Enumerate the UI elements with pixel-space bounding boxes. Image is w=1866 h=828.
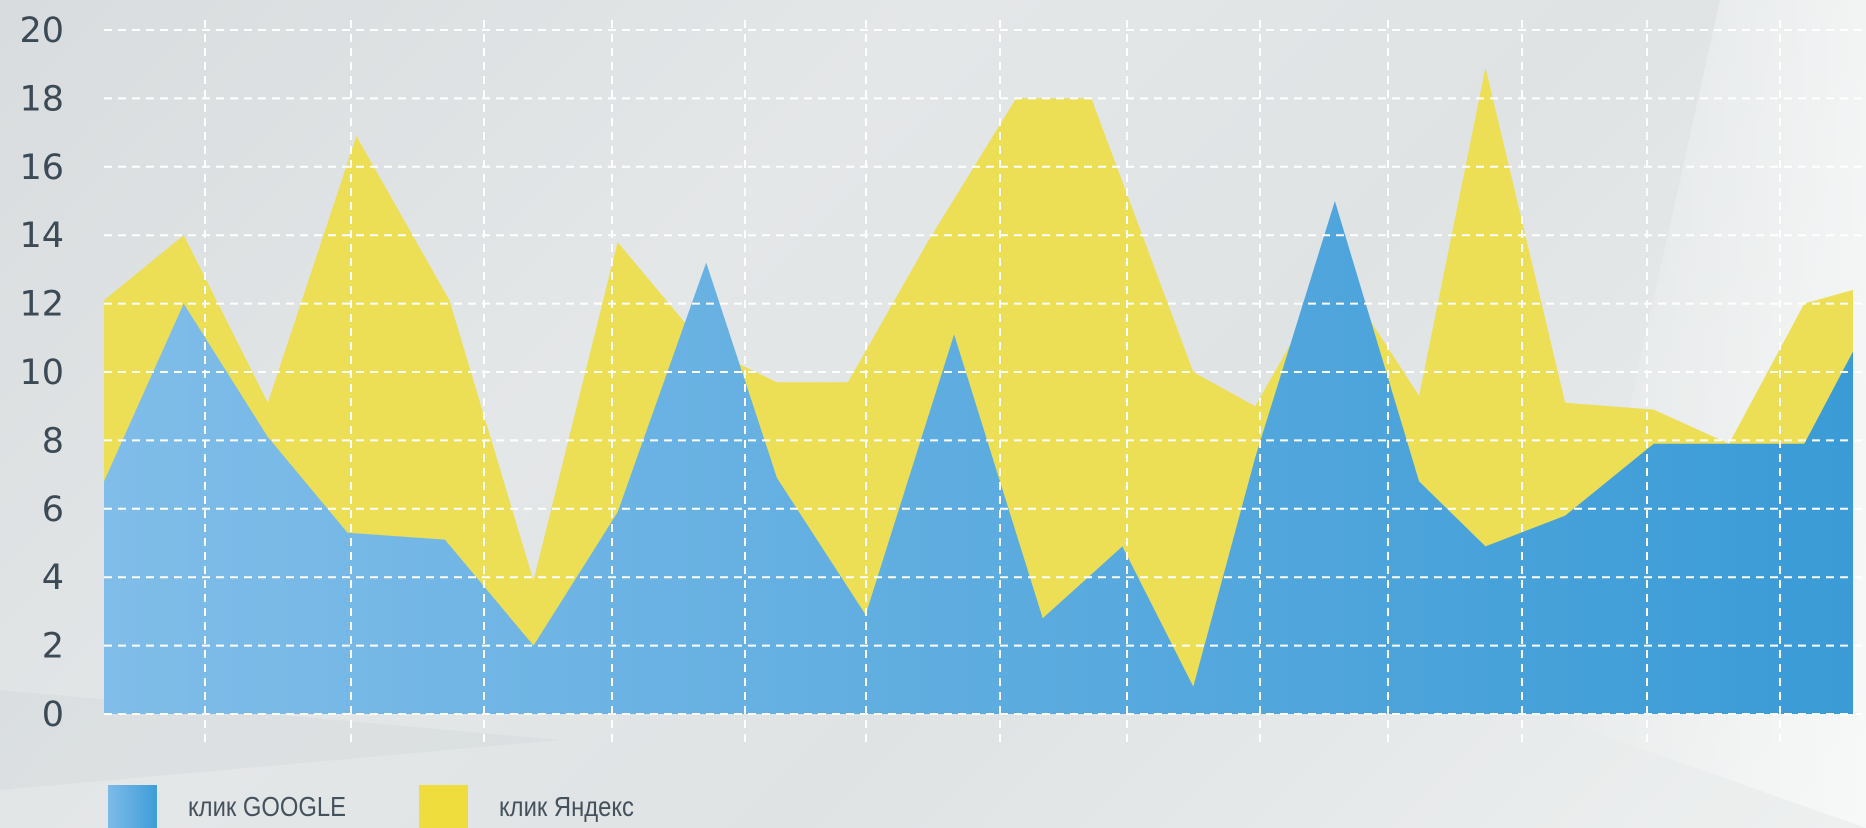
legend-label-yandex: клик Яндекс	[499, 790, 634, 822]
legend-swatch-yandex	[419, 785, 468, 828]
y-tick-label: 2	[42, 627, 64, 667]
y-tick-label: 14	[19, 216, 64, 256]
y-tick-label: 16	[19, 148, 64, 188]
legend-item-google: клик GOOGLE	[108, 785, 374, 828]
series-area-google	[104, 201, 1853, 714]
legend-item-yandex: клик Яндекс	[419, 785, 658, 828]
y-tick-label: 20	[19, 11, 64, 51]
areas-layer	[104, 67, 1853, 715]
legend-swatch-google	[108, 785, 157, 828]
y-tick-label: 12	[19, 285, 64, 325]
y-axis-ticks: 0 2 4 6 8 10 12 14 16 18 20	[19, 11, 64, 735]
grid-layer	[104, 20, 1866, 745]
y-tick-label: 8	[42, 421, 64, 461]
y-tick-label: 4	[42, 558, 64, 598]
y-tick-label: 18	[19, 79, 64, 119]
y-tick-label: 0	[42, 695, 64, 735]
y-tick-label: 6	[42, 490, 64, 530]
y-tick-label: 10	[19, 353, 64, 393]
legend-label-google: клик GOOGLE	[188, 790, 347, 822]
